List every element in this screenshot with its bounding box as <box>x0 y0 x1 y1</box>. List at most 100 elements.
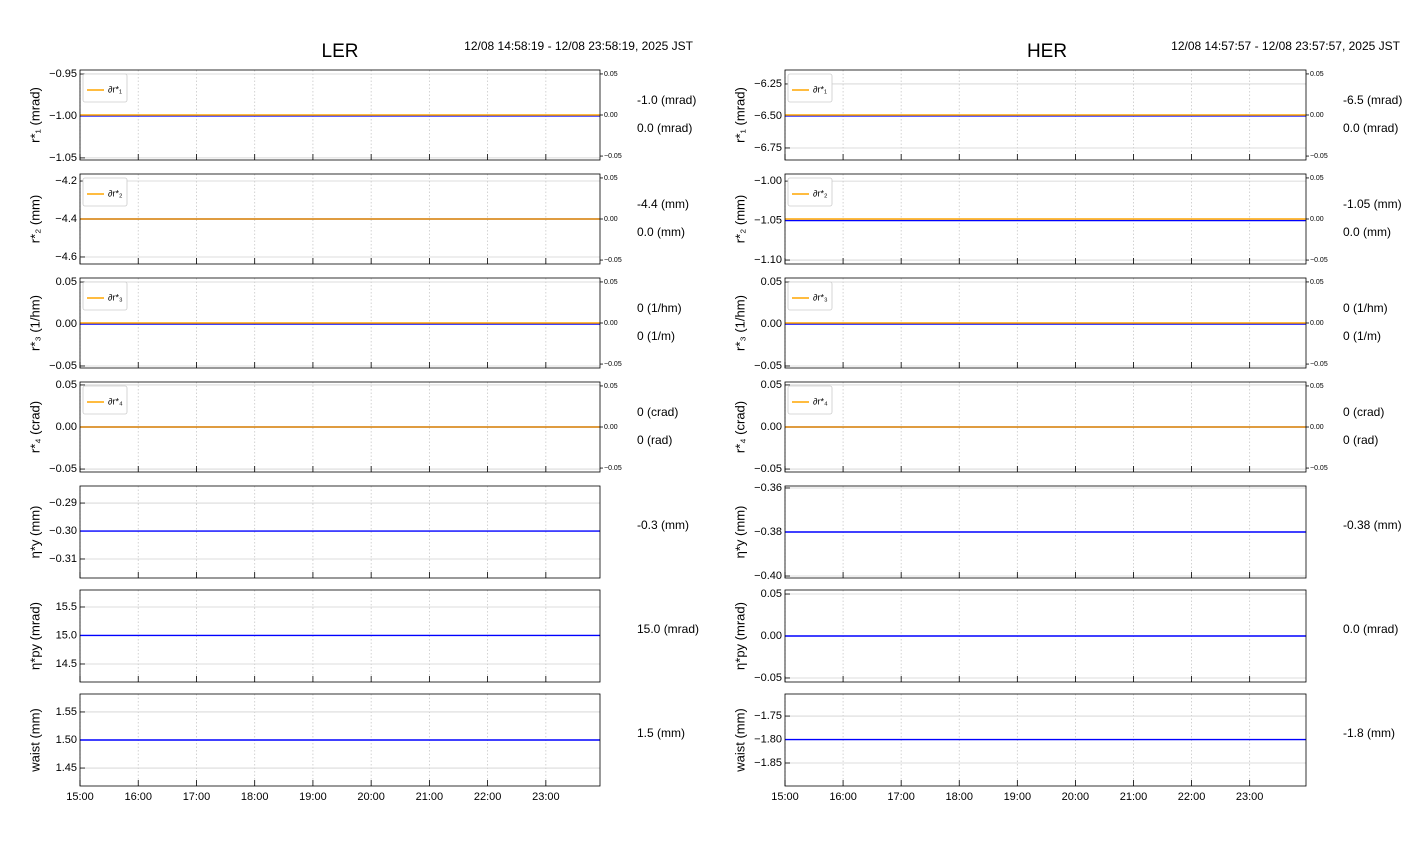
y2-tick-label: −0.05 <box>1310 153 1328 160</box>
x-tick-label: 15:00 <box>771 791 799 803</box>
axes-frame <box>79 589 601 683</box>
legend-box <box>82 281 128 311</box>
x-tick-label: 17:00 <box>887 791 915 803</box>
value-annotation: 0 (1/hm) <box>1343 301 1388 315</box>
value-annotation: -1.05 (mm) <box>1343 197 1402 211</box>
y2-tick-label: 0.05 <box>1310 279 1324 286</box>
y2-tick-label: 0.00 <box>1310 112 1324 119</box>
y-tick-label: −0.36 <box>754 482 782 494</box>
y-tick-label: −4.6 <box>55 251 77 263</box>
panel: 15:00 16:00 17:00 18:00 19:00 20:00 21:00 22:00… <box>27 693 685 803</box>
value-annotation: 0.0 (mm) <box>1343 225 1391 239</box>
legend: ∂r*₄ <box>82 385 128 415</box>
x-tick-label: 18:00 <box>945 791 973 803</box>
legend: ∂r*₂ <box>82 177 128 207</box>
y-tick-label: 14.5 <box>56 658 77 670</box>
y-tick-label: 0.05 <box>56 276 77 288</box>
y2-tick-label: 0.05 <box>1310 175 1324 182</box>
x-tick-label: 18:00 <box>241 791 269 803</box>
legend-label: ∂r*₄ <box>813 396 828 406</box>
y2-tick-label: −0.05 <box>604 257 622 264</box>
axes-frame <box>79 173 601 265</box>
x-tick-label: 22:00 <box>474 791 502 803</box>
panel: −0.29 −0.30 −0.31 η*y (mm) -0.3 (mm) <box>27 485 689 579</box>
y-tick-label: 0.05 <box>761 379 782 391</box>
panel: 0.05 0.00 −0.05 0.05 0.00 −0.05 ∂r*₄ r*₄ (crad)… <box>732 379 1384 475</box>
y2-tick-label: 0.05 <box>604 175 618 182</box>
y2-tick-label: 0.05 <box>604 279 618 286</box>
y-tick-label: −6.25 <box>754 78 782 90</box>
y-tick-label: 0.05 <box>761 276 782 288</box>
y-tick-label: −0.05 <box>49 360 77 372</box>
legend-box <box>787 385 833 415</box>
legend-box <box>82 177 128 207</box>
y-tick-label: −1.00 <box>49 110 77 122</box>
y2-tick-label: 0.00 <box>1310 216 1324 223</box>
value-annotation: 0.0 (mm) <box>637 225 685 239</box>
y-tick-label: 1.55 <box>56 706 77 718</box>
y-tick-label: −6.75 <box>754 142 782 154</box>
y-tick-label: −6.50 <box>754 110 782 122</box>
x-tick-label: 23:00 <box>1236 791 1264 803</box>
y-axis-label: r*₄ (crad) <box>732 401 747 453</box>
y-tick-label: 0.00 <box>761 318 782 330</box>
value-annotation: -6.5 (mrad) <box>1343 93 1402 107</box>
x-tick-label: 21:00 <box>1120 791 1148 803</box>
y-axis-label: r*₂ (mm) <box>732 195 747 243</box>
chart-subtitle: 12/08 14:58:19 - 12/08 23:58:19, 2025 JS… <box>464 39 694 53</box>
legend-label: ∂r*₄ <box>108 396 123 406</box>
value-annotation: -1.0 (mrad) <box>637 93 696 107</box>
axes-frame <box>79 69 601 161</box>
legend-box <box>82 385 128 415</box>
legend-box <box>787 281 833 311</box>
axes-frame <box>784 277 1307 369</box>
y-axis-label: η*y (mm) <box>732 506 747 559</box>
y-tick-label: 1.50 <box>56 734 77 746</box>
axes-frame <box>79 277 601 369</box>
y-tick-label: −1.00 <box>754 175 782 187</box>
panel: −0.95 −1.00 −1.05 0.05 0.00 −0.05 ∂r*₁ r*₁ (mra… <box>27 68 696 164</box>
y-axis-label: waist (mm) <box>732 708 747 773</box>
y-tick-label: −1.05 <box>754 214 782 226</box>
y-axis-label: r*₁ (mrad) <box>27 87 42 143</box>
legend: ∂r*₂ <box>787 177 833 207</box>
x-tick-label: 16:00 <box>829 791 857 803</box>
x-tick-label: 17:00 <box>183 791 211 803</box>
legend-label: ∂r*₃ <box>108 292 123 302</box>
y-axis-label: r*₃ (1/hm) <box>27 295 42 351</box>
panel: −0.36 −0.38 −0.40 η*y (mm) -0.38 (mm) <box>732 482 1401 582</box>
value-annotation: 0 (1/m) <box>637 329 675 343</box>
y-tick-label: 0.00 <box>56 421 77 433</box>
y-axis-label: r*₁ (mrad) <box>732 87 747 143</box>
legend: ∂r*₁ <box>82 73 128 103</box>
legend-label: ∂r*₁ <box>813 84 827 94</box>
value-annotation: 0.0 (mrad) <box>1343 121 1398 135</box>
y-tick-label: −0.05 <box>754 463 782 475</box>
x-tick-label: 23:00 <box>532 791 560 803</box>
axes-frame <box>79 485 601 579</box>
y-axis-label: η*py (mrad) <box>732 602 747 670</box>
x-tick-label: 21:00 <box>416 791 444 803</box>
panel: 0.05 0.00 −0.05 0.05 0.00 −0.05 ∂r*₃ r*₃ (1/hm)… <box>732 276 1387 372</box>
y-tick-label: 0.05 <box>56 379 77 391</box>
x-tick-label: 20:00 <box>357 791 385 803</box>
y-tick-label: −0.30 <box>49 525 77 537</box>
y2-tick-label: 0.05 <box>1310 383 1324 390</box>
y-tick-label: −0.40 <box>754 570 782 582</box>
panel: −6.25 −6.50 −6.75 0.05 0.00 −0.05 ∂r*₁ r*₁ (mra… <box>732 69 1402 161</box>
chart-title: LER <box>322 41 359 62</box>
panel: 0.05 0.00 −0.05 η*py (mrad) 0.0 (mrad) <box>732 588 1398 684</box>
y2-tick-label: −0.05 <box>1310 257 1328 264</box>
panel: 15.5 15.0 14.5 η*py (mrad) 15.0 (mrad) <box>27 589 699 683</box>
y-tick-label: −1.05 <box>49 152 77 164</box>
y-tick-label: 15.0 <box>56 629 77 641</box>
y2-tick-label: 0.00 <box>1310 320 1324 327</box>
y-tick-label: −0.95 <box>49 68 77 80</box>
legend-label: ∂r*₂ <box>108 188 123 198</box>
y2-tick-label: −0.05 <box>604 361 622 368</box>
y2-tick-label: −0.05 <box>604 465 622 472</box>
value-annotation: -1.8 (mm) <box>1343 726 1395 740</box>
value-annotation: 0 (rad) <box>637 433 672 447</box>
legend-box <box>787 73 833 103</box>
y-axis-label: η*py (mrad) <box>27 602 42 670</box>
